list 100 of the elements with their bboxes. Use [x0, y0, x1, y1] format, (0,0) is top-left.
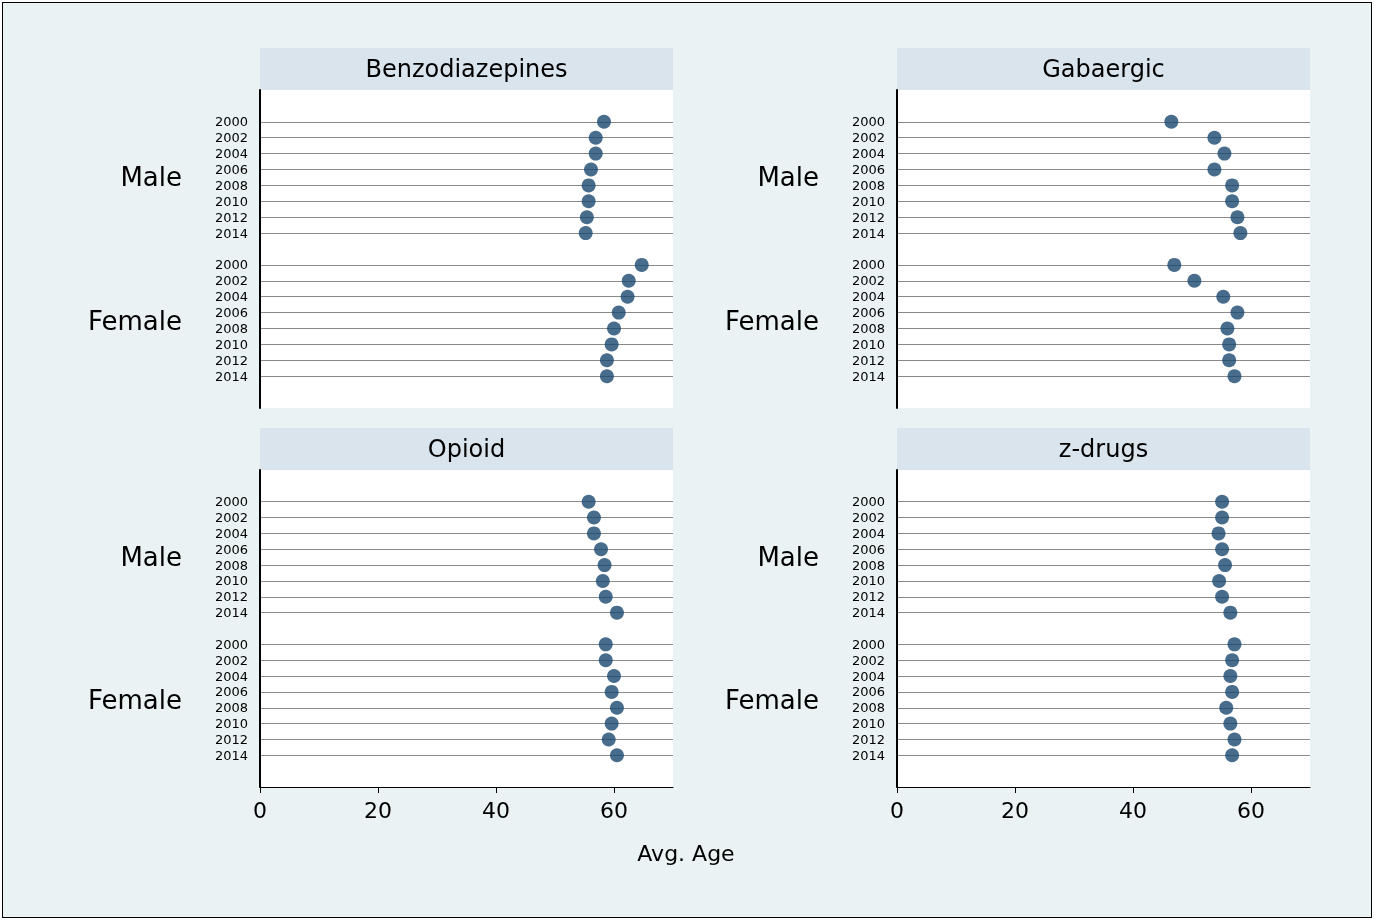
point [1225, 194, 1240, 209]
y-tick-label: 2006 [851, 162, 885, 177]
y-tick-label: 2012 [214, 731, 248, 747]
y-tick-label: 2014 [214, 747, 248, 763]
point [586, 510, 601, 525]
point [598, 589, 613, 604]
y-tick-label: 2014 [214, 605, 248, 621]
y-tick-label: 2012 [851, 352, 885, 368]
y-tick-label: 2000 [214, 114, 248, 130]
point [595, 573, 610, 588]
y-tick-label: 2006 [214, 541, 248, 557]
point [1225, 653, 1240, 668]
point [579, 210, 594, 225]
x-tick-label: 20 [1001, 797, 1029, 823]
y-tick-label: 2008 [851, 557, 885, 573]
point [1215, 494, 1230, 509]
chart-title: Benzodiazepines [365, 55, 568, 83]
y-tick-label: 2000 [214, 494, 248, 510]
y-tick-label: 2004 [214, 289, 248, 305]
point [598, 653, 613, 668]
y-tick-label: 2010 [851, 336, 885, 352]
y-tick-label: 2002 [851, 510, 885, 526]
point [1215, 589, 1230, 604]
point [598, 637, 613, 652]
point [1222, 337, 1237, 352]
point [1227, 637, 1242, 652]
y-tick-label: 2002 [214, 510, 248, 526]
point [1233, 226, 1248, 241]
x-tick-label: 60 [600, 797, 628, 823]
y-tick-label: 2004 [851, 668, 885, 684]
point [1211, 526, 1226, 541]
x-tick-label: 40 [482, 797, 510, 823]
point [588, 146, 603, 161]
chart-title: Gabaergic [1042, 55, 1165, 83]
point [634, 257, 649, 272]
point [1223, 669, 1238, 684]
y-tick-label: 2000 [851, 257, 885, 273]
text: Female [87, 305, 182, 336]
x-axis-title: Avg. Age [637, 840, 735, 866]
y-tick-label: 2010 [214, 193, 248, 209]
text: Female [87, 684, 182, 715]
point [607, 321, 621, 336]
x-tick-label: 0 [890, 797, 904, 823]
chart-title: z-drugs [1058, 435, 1149, 463]
point [609, 605, 624, 620]
point [607, 669, 621, 684]
y-tick-label: 2002 [851, 652, 885, 668]
y-tick-label: 2004 [851, 146, 885, 162]
text: Male [120, 542, 182, 573]
point [581, 194, 596, 209]
point [1187, 273, 1202, 288]
y-tick-label: 2010 [851, 716, 885, 732]
point [604, 716, 619, 731]
point [609, 748, 624, 763]
point [1227, 369, 1242, 384]
x-tick-label: 20 [364, 797, 392, 823]
y-tick-label: 2002 [214, 273, 248, 289]
y-tick-label: 2014 [851, 225, 885, 241]
point [1225, 178, 1240, 193]
point [611, 305, 626, 320]
y-tick-label: 2002 [851, 273, 885, 289]
y-tick-label: 2004 [851, 289, 885, 305]
point [1223, 605, 1238, 620]
point [601, 732, 616, 747]
point [1216, 289, 1231, 304]
y-tick-label: 2000 [851, 114, 885, 130]
point [1225, 684, 1240, 699]
point [1215, 542, 1230, 557]
point [1164, 114, 1179, 129]
y-tick-label: 2006 [214, 684, 248, 700]
point [1219, 700, 1234, 715]
point [581, 494, 596, 509]
point [1225, 748, 1240, 763]
point [1212, 573, 1227, 588]
point [620, 289, 635, 304]
y-tick-label: 2008 [851, 700, 885, 716]
y-tick-label: 2004 [851, 525, 885, 541]
text: Male [120, 162, 182, 193]
x-tick-label: 40 [1119, 797, 1147, 823]
y-tick-label: 2012 [851, 731, 885, 747]
y-tick-label: 2008 [214, 557, 248, 573]
y-tick-label: 2014 [851, 605, 885, 621]
point [609, 700, 624, 715]
y-tick-label: 2012 [214, 589, 248, 605]
y-tick-label: 2014 [214, 368, 248, 384]
y-tick-label: 2000 [851, 636, 885, 652]
y-tick-label: 2014 [851, 368, 885, 384]
point [597, 558, 612, 573]
point [1222, 353, 1237, 368]
point [604, 337, 619, 352]
y-tick-label: 2006 [851, 305, 885, 321]
y-tick-label: 2010 [214, 336, 248, 352]
text: Female [724, 684, 819, 715]
point [1218, 558, 1233, 573]
y-tick-label: 2012 [851, 589, 885, 605]
point [1215, 510, 1230, 525]
point [588, 130, 603, 145]
point [1230, 305, 1245, 320]
y-tick-label: 2002 [851, 130, 885, 146]
point [1227, 732, 1242, 747]
